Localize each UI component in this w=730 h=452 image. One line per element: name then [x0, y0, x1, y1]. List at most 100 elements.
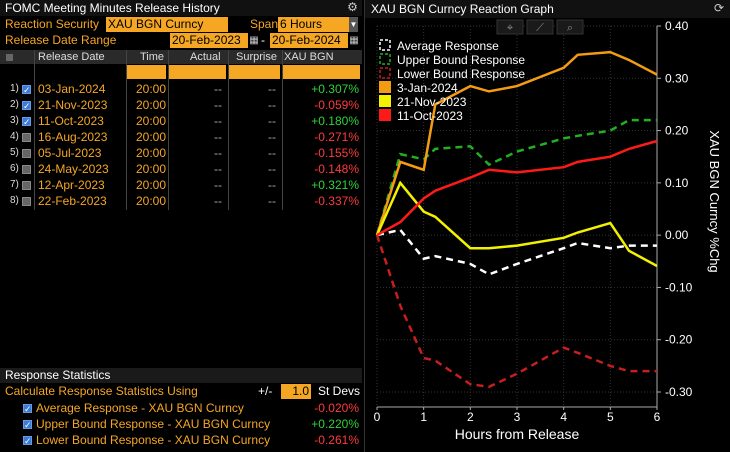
row-checkbox[interactable]: [22, 133, 31, 142]
series-line: [375, 234, 657, 389]
row-checkbox[interactable]: [22, 82, 31, 98]
table-row[interactable]: 1) 03-Jan-2024 20:00 -- -- +0.307%: [0, 81, 362, 98]
refresh-icon[interactable]: ⟳: [714, 1, 725, 15]
calendar-icon[interactable]: ▦: [349, 35, 359, 46]
y-tick-label: -0.30: [665, 385, 693, 399]
stats-row[interactable]: Lower Bound Response - XAU BGN Curncy -0.…: [0, 432, 362, 449]
col-release-date[interactable]: Release Date: [38, 51, 105, 63]
x-tick-label: 0: [374, 410, 381, 424]
y-axis-label: XAU BGN Curncy %Chg: [707, 130, 722, 272]
actual-cell: --: [214, 98, 222, 112]
crosshair-icon: ⌖: [507, 22, 513, 34]
table-row[interactable]: 8) 22-Feb-2023 20:00 -- -- -0.337%: [0, 193, 362, 209]
col-surprise[interactable]: Surprise: [236, 51, 277, 63]
span-label: Span: [250, 17, 279, 31]
legend-swatch: [379, 39, 391, 51]
stats-checkbox[interactable]: [23, 433, 32, 449]
actual-cell: --: [214, 82, 222, 96]
column-divider: [126, 50, 127, 210]
row-index: 1): [10, 83, 19, 94]
table-input-row: [0, 64, 362, 80]
release-date-cell: 05-Jul-2023: [38, 146, 102, 160]
stats-label: Average Response - XAU BGN Curncy: [36, 401, 244, 415]
actual-filter-cell[interactable]: [168, 65, 226, 79]
row-index: 4): [10, 131, 19, 142]
stats-row[interactable]: Average Response - XAU BGN Curncy -0.020%: [0, 400, 362, 417]
tool-button: [526, 19, 554, 35]
x-tick-label: 2: [467, 410, 474, 424]
col-time[interactable]: Time: [140, 51, 165, 63]
table-row[interactable]: 2) 21-Nov-2023 20:00 -- -- -0.059%: [0, 97, 362, 114]
reaction-security-input[interactable]: XAU BGN Curncy: [106, 17, 228, 32]
col-actual[interactable]: Actual: [190, 51, 221, 63]
response-statistics-header: Response Statistics: [0, 368, 362, 383]
stats-value: -0.261%: [314, 433, 359, 447]
surprise-cell: --: [268, 162, 276, 176]
column-divider: [282, 50, 283, 210]
legend-entry: 3-Jan-2024: [397, 81, 458, 95]
table-row[interactable]: 5) 05-Jul-2023 20:00 -- -- -0.155%: [0, 145, 362, 161]
x-tick-label: 5: [607, 410, 614, 424]
surprise-cell: --: [268, 82, 276, 96]
row-index: 8): [10, 195, 19, 206]
graph-title: XAU BGN Curncy Reaction Graph ⟳: [365, 0, 730, 18]
actual-cell: --: [214, 114, 222, 128]
panel-title: FOMC Meeting Minutes Release History ⚙: [0, 0, 362, 16]
series-line: [376, 228, 657, 276]
release-date-range-row: Release Date Range 20-Feb-2023 ▦ - 20-Fe…: [0, 33, 362, 48]
x-tick-label: 6: [654, 410, 661, 424]
surprise-cell: --: [268, 146, 276, 160]
row-checkbox[interactable]: [22, 98, 31, 114]
actual-cell: --: [214, 194, 222, 208]
change-cell: -0.059%: [314, 98, 359, 112]
y-tick-label: 0.40: [665, 19, 689, 33]
row-checkbox[interactable]: [22, 114, 31, 130]
stats-label: Lower Bound Response - XAU BGN Curncy: [36, 433, 271, 447]
time-filter-cell[interactable]: [126, 65, 166, 79]
change-filter-cell[interactable]: [282, 65, 360, 79]
series-line: [375, 118, 657, 236]
stats-value: +0.220%: [311, 417, 359, 431]
stats-checkbox[interactable]: [23, 401, 32, 417]
table-row[interactable]: 7) 12-Apr-2023 20:00 -- -- +0.321%: [0, 177, 362, 193]
time-cell: 20:00: [136, 130, 167, 144]
table-row[interactable]: 6) 24-May-2023 20:00 -- -- -0.148%: [0, 161, 362, 177]
change-cell: -0.271%: [314, 130, 359, 144]
stats-row[interactable]: Upper Bound Response - XAU BGN Curncy +0.…: [0, 416, 362, 433]
panel-title-text: FOMC Meeting Minutes Release History: [5, 1, 220, 15]
stdev-input[interactable]: 1.0: [281, 384, 311, 399]
row-index: 3): [10, 115, 19, 126]
time-cell: 20:00: [136, 98, 167, 112]
row-checkbox[interactable]: [22, 197, 31, 206]
surprise-cell: --: [268, 114, 276, 128]
column-divider: [34, 50, 35, 210]
legend-entry: Lower Bound Response: [397, 67, 525, 81]
calc-stats-row: Calculate Response Statistics Using +/- …: [0, 384, 362, 399]
row-index: 6): [10, 163, 19, 174]
time-cell: 20:00: [136, 194, 167, 208]
reaction-chart[interactable]: 0.40 0.30 0.20 0.10 0.00 -0.10 -0.20 -0.30 0 1 2 3 4…: [365, 18, 730, 452]
table-row[interactable]: 4) 16-Aug-2023 20:00 -- -- -0.271%: [0, 129, 362, 145]
row-checkbox[interactable]: [22, 165, 31, 174]
date-to-input[interactable]: 20-Feb-2024: [270, 33, 348, 48]
calendar-icon[interactable]: ▦: [249, 35, 259, 46]
reaction-security-label: Reaction Security: [5, 17, 100, 31]
span-select[interactable]: 6 Hours: [278, 17, 349, 32]
tool-button: [556, 19, 584, 35]
release-date-cell: 24-May-2023: [38, 162, 109, 176]
row-checkbox[interactable]: [22, 181, 31, 190]
select-all-checkbox[interactable]: [6, 54, 13, 61]
date-from-input[interactable]: 20-Feb-2023: [170, 33, 248, 48]
release-date-range-label: Release Date Range: [5, 33, 117, 47]
legend-entry: Upper Bound Response: [397, 53, 525, 67]
row-checkbox[interactable]: [22, 149, 31, 158]
table-row[interactable]: 3) 11-Oct-2023 20:00 -- -- +0.180%: [0, 113, 362, 130]
time-cell: 20:00: [136, 178, 167, 192]
x-tick-label: 3: [514, 410, 521, 424]
stats-checkbox[interactable]: [23, 417, 32, 433]
chevron-down-icon[interactable]: ▼: [349, 17, 358, 32]
surprise-filter-cell[interactable]: [228, 65, 280, 79]
gear-icon[interactable]: ⚙: [347, 0, 358, 14]
legend-entry: 11-Oct-2023: [397, 109, 463, 123]
change-cell: -0.148%: [314, 162, 359, 176]
